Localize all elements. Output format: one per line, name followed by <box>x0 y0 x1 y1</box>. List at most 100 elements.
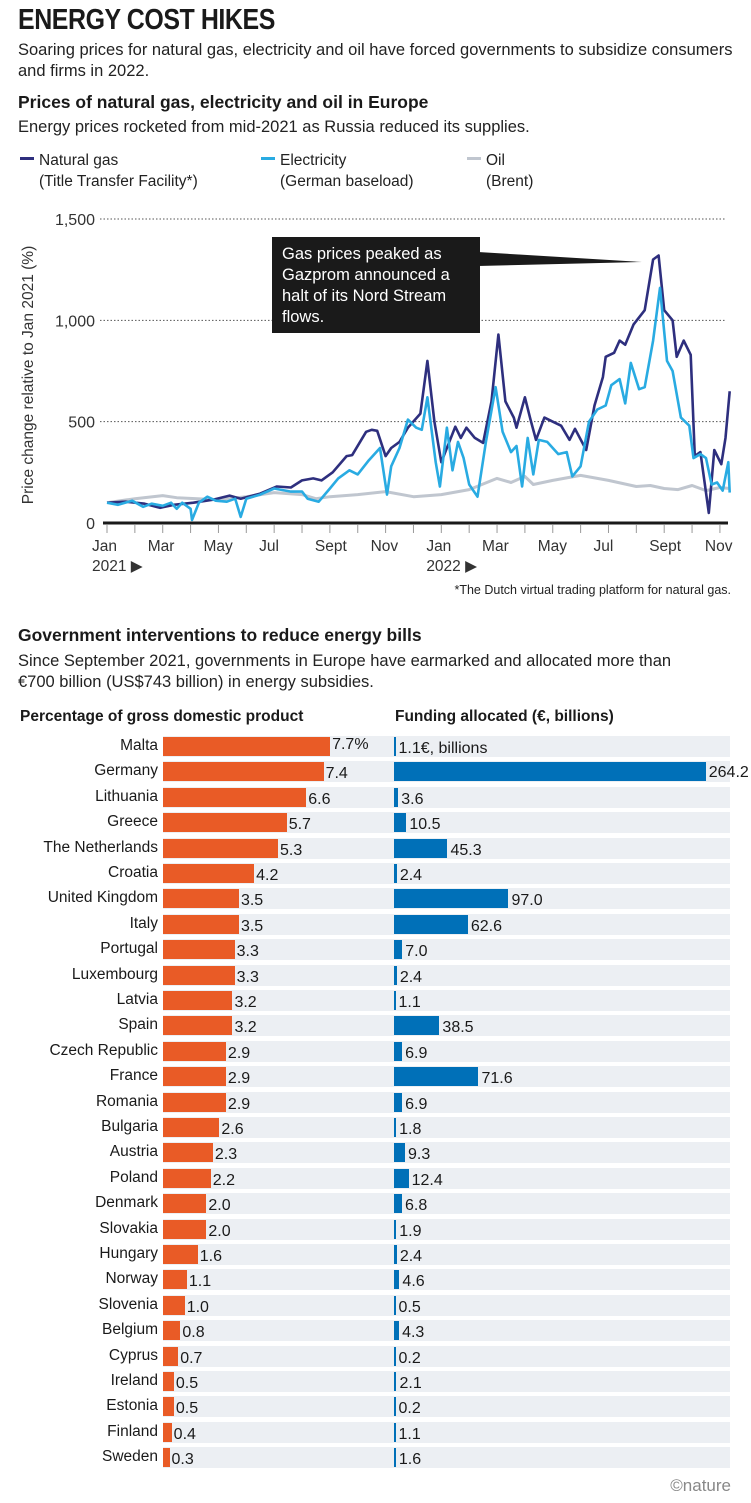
legend-oil: Oil (Brent) <box>467 150 533 192</box>
funding-bar <box>394 864 397 883</box>
gdp-bar <box>163 1397 174 1417</box>
gdp-value-label: 0.3 <box>171 1451 194 1469</box>
gdp-value-label: 2.9 <box>227 1095 251 1113</box>
gdp-value-label: 0.7 <box>180 1349 203 1367</box>
funding-bar <box>394 914 468 934</box>
x-tick-label: May <box>538 538 568 555</box>
gdp-value-label: 2.3 <box>214 1146 238 1164</box>
country-label: Belgium <box>102 1321 158 1339</box>
gdp-bar <box>163 1321 181 1341</box>
row-band <box>163 1218 730 1240</box>
gdp-value-label: 1.6 <box>199 1248 222 1265</box>
funding-value-label: 2.4 <box>399 867 423 884</box>
gdp-bar <box>163 1041 226 1061</box>
country-label: Portugal <box>100 940 158 958</box>
funding-value-label: 10.5 <box>409 816 441 834</box>
row-band <box>163 863 730 884</box>
row-band <box>163 1117 730 1138</box>
funding-bar <box>394 1372 397 1391</box>
gdp-bar <box>163 737 331 756</box>
funding-bar <box>394 965 397 985</box>
funding-value-label: 1.6 <box>398 1451 422 1469</box>
funding-bar <box>394 1041 403 1061</box>
funding-value-label: 0.5 <box>398 1298 421 1316</box>
x-tick-label: Nov <box>705 538 733 555</box>
gdp-bar <box>163 1346 179 1366</box>
y-tick-label: 1,000 <box>55 313 95 330</box>
funding-bar <box>394 838 448 858</box>
country-label: Greece <box>107 813 158 831</box>
country-label: Hungary <box>99 1245 158 1262</box>
line-chart-subtitle: Energy prices rocketed from mid-2021 as … <box>18 118 530 136</box>
country-label: Germany <box>94 762 158 780</box>
annotation-leader <box>478 252 642 266</box>
x-tick-label: Nov <box>371 538 399 555</box>
x-tick-label: Jan <box>92 538 117 555</box>
funding-bar <box>394 1346 396 1366</box>
y-tick-label: 500 <box>68 415 95 432</box>
legend-swatch <box>467 157 481 161</box>
gdp-bar <box>163 991 233 1010</box>
gdp-bar <box>163 965 235 985</box>
gdp-bar <box>163 838 278 858</box>
country-label: Slovakia <box>99 1219 158 1237</box>
funding-bar <box>394 940 403 960</box>
funding-bar <box>394 1143 405 1163</box>
series-line-electricity <box>106 286 731 522</box>
gdp-bar <box>163 1194 207 1214</box>
row-band <box>163 812 730 834</box>
page-subtitle: Soaring prices for natural gas, electric… <box>18 41 733 80</box>
funding-value-label: 0.2 <box>398 1349 421 1367</box>
gdp-value-label: 3.2 <box>234 1019 257 1037</box>
gdp-value-label: 1.0 <box>186 1298 209 1316</box>
funding-bar <box>394 1448 396 1468</box>
x-tick-label: May <box>203 538 233 555</box>
gdp-value-label: 7.4 <box>325 765 348 783</box>
funding-value-label: 1.1 <box>398 994 421 1011</box>
gdp-bar <box>163 813 287 833</box>
gdp-bar <box>163 1448 170 1468</box>
funding-value-label: 3.6 <box>401 790 424 808</box>
x-tick-label: Sept <box>315 538 348 555</box>
footnote: *The Dutch virtual trading platform for … <box>454 583 731 597</box>
row-band <box>163 1193 730 1215</box>
gdp-bar <box>163 864 255 883</box>
funding-value-label: 71.6 <box>481 1070 513 1088</box>
gdp-value-label: 6.6 <box>308 790 331 808</box>
funding-bar <box>394 787 399 807</box>
country-label: Sweden <box>101 1448 158 1466</box>
funding-value-label: 2.4 <box>399 968 423 986</box>
gdp-value-label: 3.5 <box>240 917 264 935</box>
country-label: Austria <box>109 1143 158 1161</box>
line-chart: 0 500 1,000 1,500 Jan Mar May Jul Sept Nov Jan Mar M… <box>20 212 733 575</box>
country-label: Spain <box>118 1016 158 1034</box>
country-label: United Kingdom <box>47 889 158 907</box>
row-band <box>163 1091 730 1113</box>
row-band <box>163 1320 730 1342</box>
gdp-value-label: 3.5 <box>240 892 264 910</box>
gdp-value-label: 2.2 <box>212 1171 235 1189</box>
funding-value-label: 6.9 <box>405 1095 428 1113</box>
row-band <box>163 1269 730 1291</box>
country-label: France <box>109 1067 158 1085</box>
funding-bar <box>394 1422 396 1442</box>
funding-value-label: 4.6 <box>402 1273 425 1291</box>
row-band <box>163 964 730 986</box>
funding-value-label: 1.1€, billions <box>398 740 488 757</box>
gdp-value-label: 2.9 <box>227 1044 251 1062</box>
legend-sublabel: (Title Transfer Facility*) <box>39 173 198 190</box>
gdp-bar <box>163 889 239 909</box>
x-tick-label: Jul <box>259 538 279 555</box>
country-label: Poland <box>109 1168 158 1186</box>
funding-bar <box>394 1270 400 1290</box>
year-label-2021: 2021 ▶ <box>92 558 144 575</box>
country-label: Slovenia <box>98 1295 158 1313</box>
funding-value-label: 6.8 <box>405 1197 428 1215</box>
country-label: Estonia <box>106 1397 158 1415</box>
country-label: Ireland <box>110 1372 158 1389</box>
row-band <box>163 1015 730 1037</box>
gdp-value-label: 5.3 <box>280 841 303 859</box>
row-band <box>163 1371 730 1392</box>
year-label-2022: 2022 ▶ <box>426 558 478 575</box>
